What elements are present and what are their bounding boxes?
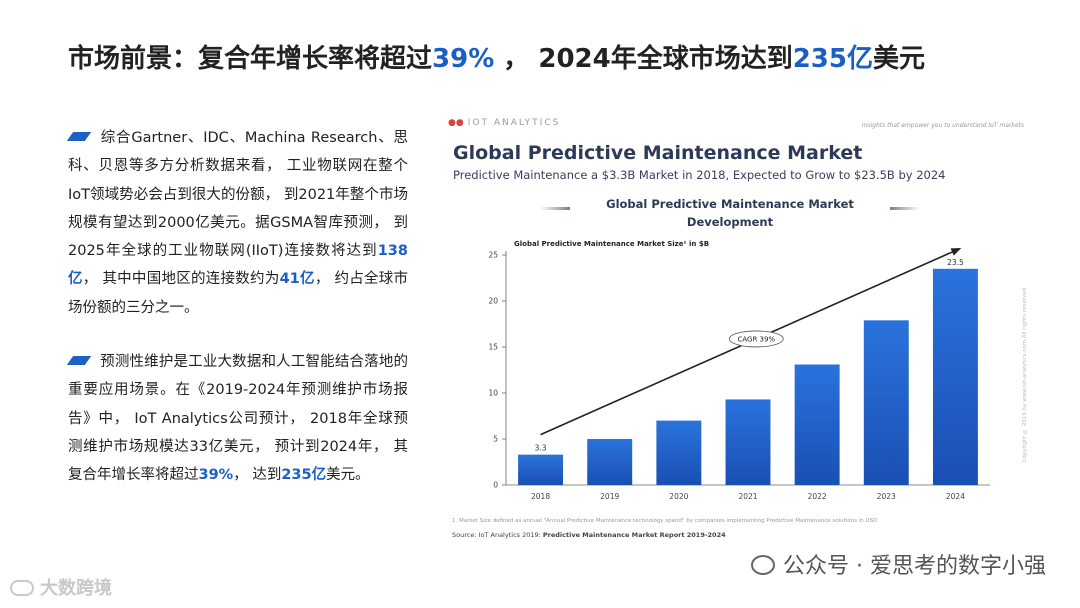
cagr-annotation: CAGR 39% [737, 335, 775, 343]
title-highlight-cagr: 39% [432, 44, 495, 74]
bar-2023 [863, 320, 909, 485]
y-tick-label: 20 [488, 297, 498, 306]
data-label: 23.5 [947, 258, 964, 267]
bar-2024 [932, 268, 978, 485]
bullet-iiot-highlight-1: 138亿 [68, 243, 408, 288]
y-tick-label: 10 [488, 389, 498, 398]
figure-brand-text: IOT ANALYTICS [467, 118, 561, 128]
bullet-pdm-text-1: 预测性维护是工业大数据和人工智能结合落地的重要应用场景。在《2019-2024年… [68, 354, 408, 484]
title-part-3: 美元 [873, 44, 926, 74]
wechat-icon [751, 555, 776, 575]
bullet-list: 综合Gartner、IDC、Machina Research、思科、贝恩等多方分… [66, 124, 409, 516]
x-tick-label: 2021 [738, 492, 757, 501]
bar-2021 [725, 399, 771, 485]
cagr-bubble [728, 330, 784, 348]
x-tick-label: 2024 [946, 492, 965, 501]
x-tick-label: 2023 [877, 492, 896, 501]
figure-subtitle: Predictive Maintenance a $3.3B Market in… [453, 168, 946, 182]
figure-brand: ●● IOT ANALYTICS [448, 118, 560, 128]
brand-logo-icon: ●● [448, 118, 464, 128]
figure-banner: Global Predictive Maintenance Market Dev… [540, 195, 920, 231]
y-tick-label: 0 [493, 481, 498, 490]
title-part-1: 市场前景：复合年增长率将超过 [68, 44, 433, 74]
x-tick-label: 2020 [669, 492, 688, 501]
bullet-iiot-text-1: 综合Gartner、IDC、Machina Research、思科、贝恩等多方分… [68, 130, 408, 260]
y-tick-label: 15 [488, 343, 498, 352]
y-tick-label: 25 [488, 251, 498, 260]
bullet-pdm-text-2: ， 达到 [233, 467, 282, 484]
bullet-marker-icon [66, 132, 92, 141]
data-label: 3.3 [535, 444, 547, 453]
chart-title: Global Predictive Maintenance Market Siz… [514, 240, 709, 248]
x-tick-label: 2019 [600, 492, 619, 501]
figure-title: Global Predictive Maintenance Market [453, 142, 863, 164]
y-tick-label: 5 [493, 435, 498, 444]
x-tick-label: 2022 [808, 492, 827, 501]
figure-banner-text: Global Predictive Maintenance Market Dev… [570, 195, 890, 231]
bullet-pdm-text-3: 美元。 [326, 467, 370, 484]
figure-copyright: Copyright © 2019 by www.iot-analytics.co… [1022, 288, 1028, 463]
title-highlight-market: 235亿 [792, 44, 873, 74]
bar-2022 [794, 364, 840, 485]
figure-source-label: Source: IoT Analytics 2019: [452, 531, 543, 539]
bullet-iiot-highlight-2: 41亿 [279, 271, 315, 288]
x-tick-label: 2018 [531, 492, 550, 501]
bullet-marker-icon [66, 356, 92, 366]
title-part-2: ， 2024年全球市场达到 [494, 44, 793, 74]
bullet-iiot-text-2: ， 其中中国地区的连接数约为 [82, 271, 280, 288]
figure-footnote: 1. Market Size defined as annual "Annual… [452, 518, 878, 524]
bullet-pdm: 预测性维护是工业大数据和人工智能结合落地的重要应用场景。在《2019-2024年… [66, 348, 408, 489]
figure-source-report: Predictive Maintenance Market Report 201… [542, 531, 726, 539]
bar-chart: Global Predictive Maintenance Market Siz… [488, 240, 990, 501]
figure-tagline: Insights that empower you to understand … [861, 122, 1024, 129]
market-figure: ●● IOT ANALYTICS Insights that empower yo… [440, 112, 1040, 546]
bullet-iiot: 综合Gartner、IDC、Machina Research、思科、贝恩等多方分… [66, 124, 409, 322]
bullet-iiot-text-3: ， 约占全球市场份额的三分之一。 [68, 271, 409, 316]
brand-watermark-logo-icon [10, 580, 34, 596]
bar-2020 [656, 420, 702, 485]
bullet-pdm-highlight-1: 39% [198, 467, 234, 484]
wechat-watermark: 公众号 · 爱思考的数字小强 [751, 548, 1046, 580]
slide-title: 市场前景：复合年增长率将超过39% ， 2024年全球市场达到235亿美元 [68, 38, 1028, 75]
bar-2018 [518, 454, 564, 485]
figure-source: Source: IoT Analytics 2019: Predictive M… [452, 531, 726, 539]
wechat-watermark-text: 公众号 · 爱思考的数字小强 [783, 554, 1046, 579]
bullet-pdm-highlight-2: 235亿 [281, 467, 327, 484]
brand-watermark: 大数跨境 [10, 574, 112, 600]
brand-watermark-text: 大数跨境 [40, 578, 112, 599]
bar-2019 [587, 439, 633, 485]
